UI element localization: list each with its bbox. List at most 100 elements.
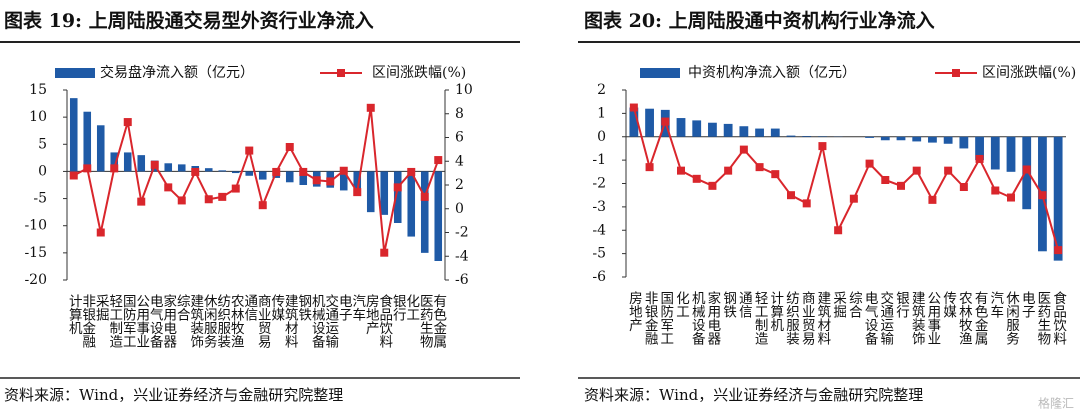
y-tick-label: -3 xyxy=(592,199,606,215)
bar xyxy=(407,171,416,237)
marker xyxy=(177,196,186,205)
bar xyxy=(366,171,375,213)
x-tick-label: 建筑材料 xyxy=(282,294,299,349)
marker xyxy=(245,146,254,155)
y-tick-label: -5 xyxy=(592,246,606,262)
y-tick-label: -6 xyxy=(592,269,606,285)
marker xyxy=(771,170,780,179)
marker xyxy=(661,117,670,126)
x-tick-label: 有色金属 xyxy=(972,291,989,346)
marker xyxy=(434,156,443,165)
watermark: 格隆汇 xyxy=(1038,396,1074,411)
marker xyxy=(83,164,92,173)
bar xyxy=(353,171,362,196)
y2-tick-label: 8 xyxy=(455,106,464,122)
marker xyxy=(881,175,890,184)
marker xyxy=(272,167,281,176)
y-tick-label: -2 xyxy=(592,176,606,192)
x-tick-label: 公用事业 xyxy=(924,291,941,345)
x-tick-label: 采掘 xyxy=(93,294,110,322)
marker xyxy=(802,199,811,208)
bar xyxy=(1053,136,1063,261)
bar xyxy=(69,98,78,172)
legend-label: 区间涨跌幅(%) xyxy=(982,65,1076,81)
x-tick-label: 房地产 xyxy=(626,291,643,333)
marker xyxy=(755,163,764,172)
marker xyxy=(123,118,132,127)
marker xyxy=(231,184,240,193)
x-tick-label: 化工 xyxy=(403,294,420,321)
marker xyxy=(818,142,827,151)
y-tick-label: -4 xyxy=(592,222,606,238)
x-tick-label: 综合 xyxy=(846,291,863,319)
marker xyxy=(218,192,227,201)
y2-tick-label: 10 xyxy=(455,82,473,98)
bar xyxy=(204,168,213,172)
x-tick-label: 医药生物 xyxy=(1034,291,1051,346)
x-tick-label: 轻工制造 xyxy=(106,294,123,350)
bar xyxy=(218,170,227,172)
bar xyxy=(123,152,132,172)
x-tick-label: 汽车 xyxy=(987,291,1004,319)
bar xyxy=(420,171,429,253)
x-tick-label: 传媒 xyxy=(268,294,285,322)
x-tick-label: 钢铁 xyxy=(720,291,737,319)
x-tick-label: 汽车 xyxy=(349,294,366,322)
marker xyxy=(959,183,968,192)
x-tick-label: 非银金融 xyxy=(642,291,659,346)
bar xyxy=(177,164,186,172)
bar xyxy=(1006,136,1016,172)
bar xyxy=(802,136,812,137)
bar xyxy=(339,171,348,191)
legend-swatch xyxy=(55,68,95,78)
marker xyxy=(393,183,402,192)
y-tick-label: 10 xyxy=(29,109,47,125)
marker xyxy=(366,103,375,112)
bar xyxy=(959,136,969,149)
y-tick-label: -1 xyxy=(592,152,606,168)
bar xyxy=(110,152,119,172)
marker xyxy=(258,201,267,210)
x-tick-label: 机械设备 xyxy=(309,294,326,349)
marker xyxy=(353,188,362,197)
x-tick-label: 电子 xyxy=(1019,291,1036,319)
y2-tick-label: -6 xyxy=(455,272,469,288)
bar xyxy=(258,171,267,180)
source: 资料来源：Wind，兴业证券经济与金融研究院整理 xyxy=(584,386,923,404)
marker xyxy=(96,228,105,237)
x-tick-label: 商业贸易 xyxy=(255,294,272,349)
x-tick-label: 国防军工 xyxy=(120,294,137,348)
legend-swatch xyxy=(640,68,680,78)
x-tick-label: 房地产 xyxy=(363,294,380,336)
y-tick-label: 5 xyxy=(38,136,47,152)
marker xyxy=(849,194,858,203)
marker xyxy=(69,171,78,180)
x-tick-label: 家用电器 xyxy=(160,293,177,349)
x-tick-label: 计算机 xyxy=(66,294,83,336)
legend-label: 中资机构净流入额（亿元） xyxy=(688,65,856,81)
bar xyxy=(299,171,308,185)
marker xyxy=(834,226,843,235)
bar xyxy=(137,155,146,172)
x-tick-label: 交通运输 xyxy=(322,293,339,349)
bar xyxy=(755,128,764,137)
source: 资料来源：Wind，兴业证券经济与金融研究院整理 xyxy=(4,386,343,404)
x-tick-label: 农林牧渔 xyxy=(956,291,973,346)
bar xyxy=(393,171,402,223)
y-tick-label: -10 xyxy=(24,218,47,234)
x-tick-label: 休闲服务 xyxy=(201,294,218,349)
marker xyxy=(380,248,389,257)
x-tick-label: 非银金融 xyxy=(79,294,96,349)
bar xyxy=(245,171,254,176)
x-tick-label: 建筑材料 xyxy=(814,291,831,346)
bar xyxy=(231,171,240,174)
x-tick-label: 机械设备 xyxy=(689,291,706,346)
marker xyxy=(1022,165,1031,174)
marker xyxy=(912,166,921,175)
x-tick-label: 采掘 xyxy=(830,291,847,319)
y2-tick-label: 4 xyxy=(455,153,464,169)
x-tick-label: 建筑装饰 xyxy=(187,294,204,349)
marker xyxy=(191,167,200,176)
bar xyxy=(912,136,922,142)
marker xyxy=(150,160,159,169)
